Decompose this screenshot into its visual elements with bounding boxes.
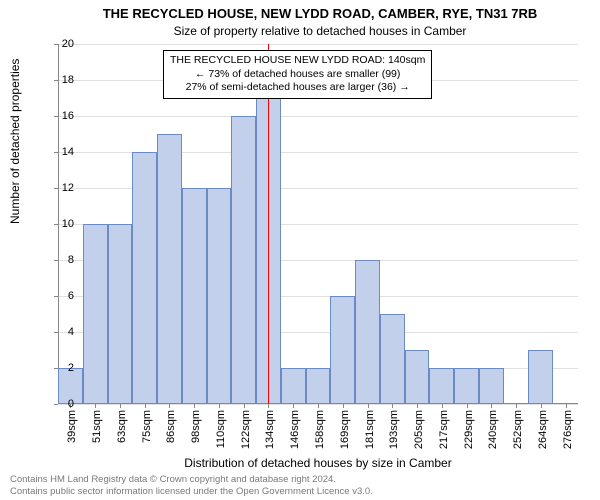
xtick-label: 264sqm — [537, 410, 549, 449]
xtick-mark — [169, 404, 170, 408]
xtick-mark — [442, 404, 443, 408]
y-axis-label: Number of detached properties — [8, 59, 22, 224]
histogram-bar — [207, 188, 232, 404]
histogram-bar — [355, 260, 380, 404]
xtick-mark — [120, 404, 121, 408]
histogram-bar — [454, 368, 479, 404]
ytick-label: 2 — [50, 362, 74, 374]
xtick-label: 146sqm — [289, 410, 301, 449]
xtick-mark — [392, 404, 393, 408]
xtick-label: 240sqm — [487, 410, 499, 449]
ytick-label: 20 — [50, 38, 74, 50]
xtick-mark — [95, 404, 96, 408]
ytick-label: 16 — [50, 110, 74, 122]
histogram-bar — [231, 116, 256, 404]
xtick-label: 86sqm — [165, 410, 177, 443]
xtick-label: 252sqm — [512, 410, 524, 449]
ytick-label: 8 — [50, 254, 74, 266]
xtick-mark — [268, 404, 269, 408]
xtick-label: 276sqm — [562, 410, 574, 449]
ytick-label: 12 — [50, 182, 74, 194]
histogram-bar — [83, 224, 108, 404]
xtick-label: 134sqm — [264, 410, 276, 449]
footer-line: Contains HM Land Registry data © Crown c… — [10, 474, 373, 486]
histogram-bar — [157, 134, 182, 404]
xtick-label: 110sqm — [215, 410, 227, 448]
xtick-mark — [343, 404, 344, 408]
xtick-mark — [368, 404, 369, 408]
info-box-line: THE RECYCLED HOUSE NEW LYDD ROAD: 140sqm — [170, 54, 425, 68]
histogram-bar — [182, 188, 207, 404]
histogram-bar — [281, 368, 306, 404]
histogram-bar — [429, 368, 454, 404]
gridline — [58, 116, 578, 117]
histogram-bar — [528, 350, 553, 404]
ytick-label: 4 — [50, 326, 74, 338]
info-box-line: 27% of semi-detached houses are larger (… — [170, 81, 425, 95]
xtick-label: 169sqm — [339, 410, 351, 449]
xtick-label: 39sqm — [66, 410, 78, 443]
ytick-label: 14 — [50, 146, 74, 158]
footer-attribution: Contains HM Land Registry data © Crown c… — [10, 474, 373, 498]
xtick-mark — [467, 404, 468, 408]
ytick-label: 18 — [50, 74, 74, 86]
xtick-label: 98sqm — [190, 410, 202, 443]
xtick-label: 217sqm — [438, 410, 450, 449]
xtick-label: 51sqm — [91, 410, 103, 443]
xtick-label: 205sqm — [413, 410, 425, 449]
xtick-mark — [516, 404, 517, 408]
xtick-mark — [491, 404, 492, 408]
histogram-bar — [306, 368, 331, 404]
xtick-mark — [566, 404, 567, 408]
ytick-label: 0 — [50, 398, 74, 410]
xtick-mark — [541, 404, 542, 408]
histogram-bar — [405, 350, 430, 404]
histogram-bar — [479, 368, 504, 404]
chart-subtitle: Size of property relative to detached ho… — [50, 24, 590, 38]
info-box-line: ← 73% of detached houses are smaller (99… — [170, 68, 425, 82]
footer-line: Contains public sector information licen… — [10, 486, 373, 498]
histogram-bar — [330, 296, 355, 404]
ytick-label: 10 — [50, 218, 74, 230]
histogram-bar — [108, 224, 133, 404]
histogram-bar — [380, 314, 405, 404]
xtick-label: 75sqm — [141, 410, 153, 443]
xtick-mark — [293, 404, 294, 408]
xtick-mark — [219, 404, 220, 408]
xtick-label: 63sqm — [116, 410, 128, 443]
xtick-mark — [244, 404, 245, 408]
xtick-label: 122sqm — [240, 410, 252, 449]
xtick-mark — [417, 404, 418, 408]
histogram-bar — [132, 152, 157, 404]
ytick-label: 6 — [50, 290, 74, 302]
gridline — [58, 44, 578, 45]
x-axis-label: Distribution of detached houses by size … — [58, 456, 578, 470]
xtick-mark — [145, 404, 146, 408]
xtick-label: 158sqm — [314, 410, 326, 449]
xtick-label: 181sqm — [364, 410, 376, 449]
chart-title: THE RECYCLED HOUSE, NEW LYDD ROAD, CAMBE… — [50, 6, 590, 21]
xtick-mark — [318, 404, 319, 408]
xtick-label: 229sqm — [463, 410, 475, 449]
xtick-label: 193sqm — [388, 410, 400, 449]
xtick-mark — [194, 404, 195, 408]
info-box: THE RECYCLED HOUSE NEW LYDD ROAD: 140sqm… — [163, 50, 432, 99]
